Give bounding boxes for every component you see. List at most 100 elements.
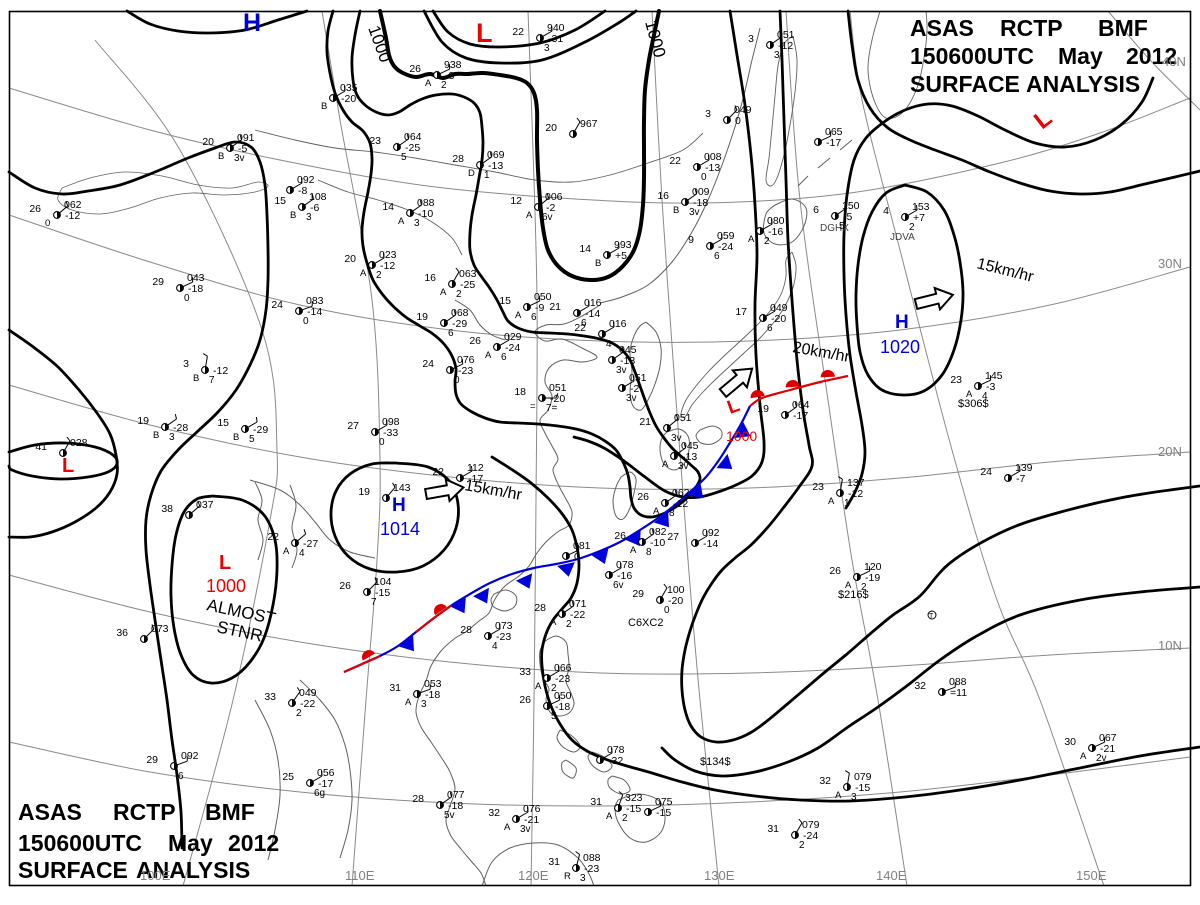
svg-text:26: 26 — [519, 694, 531, 706]
svg-text:-17: -17 — [793, 410, 808, 422]
svg-text:25: 25 — [282, 771, 294, 783]
svg-text:+7: +7 — [913, 212, 925, 224]
svg-text:016: 016 — [609, 318, 627, 330]
svg-text:-7: -7 — [1016, 473, 1025, 485]
svg-text:L: L — [476, 18, 493, 48]
svg-text:8: 8 — [669, 508, 675, 519]
svg-text:2012: 2012 — [228, 830, 279, 856]
svg-text:SURFACE: SURFACE — [18, 857, 128, 883]
svg-text:JDVA: JDVA — [890, 232, 915, 243]
svg-text:-12: -12 — [65, 210, 80, 222]
svg-text:A: A — [504, 822, 511, 833]
svg-text:A: A — [1080, 751, 1087, 762]
svg-text:-15: -15 — [855, 782, 870, 794]
svg-text:A: A — [535, 681, 542, 692]
svg-text:130E: 130E — [704, 868, 735, 883]
svg-text:33: 33 — [519, 666, 531, 678]
svg-text:20: 20 — [545, 122, 557, 134]
svg-text:ASAS: ASAS — [18, 799, 82, 825]
svg-text:6v: 6v — [542, 212, 553, 223]
svg-text:3: 3 — [421, 699, 427, 710]
svg-text:20: 20 — [344, 253, 356, 265]
svg-text:$134$: $134$ — [700, 756, 731, 768]
svg-text:-32: -32 — [608, 755, 623, 767]
svg-text:24: 24 — [980, 466, 992, 478]
svg-text:967: 967 — [580, 118, 598, 130]
svg-text:0: 0 — [664, 605, 670, 616]
svg-text:2: 2 — [909, 222, 915, 233]
svg-text:2: 2 — [764, 236, 770, 247]
svg-text:31: 31 — [767, 823, 779, 835]
svg-text:2: 2 — [622, 813, 628, 824]
svg-text:-15: -15 — [375, 587, 390, 599]
svg-text:27: 27 — [667, 531, 679, 543]
svg-text:26: 26 — [409, 63, 421, 75]
svg-text:22: 22 — [574, 322, 586, 334]
svg-text:38: 38 — [161, 503, 173, 515]
svg-text:B: B — [595, 258, 601, 269]
svg-text:6: 6 — [813, 204, 819, 216]
svg-text:BMF: BMF — [205, 799, 255, 825]
svg-text:A: A — [550, 617, 557, 628]
svg-text:-14: -14 — [703, 538, 718, 550]
svg-text:May: May — [1058, 43, 1103, 69]
svg-text:2v: 2v — [1096, 753, 1107, 764]
svg-text:H: H — [243, 9, 261, 37]
svg-text:29: 29 — [152, 276, 164, 288]
svg-text:5: 5 — [401, 152, 407, 163]
svg-text:2: 2 — [376, 270, 382, 281]
svg-text:=11: =11 — [950, 687, 967, 699]
svg-text:32: 32 — [914, 680, 926, 692]
svg-text:-15: -15 — [626, 803, 641, 815]
svg-text:3: 3 — [544, 43, 550, 54]
svg-text:SURFACE: SURFACE — [910, 71, 1020, 97]
svg-text:3v: 3v — [616, 365, 627, 376]
svg-text:3: 3 — [774, 50, 780, 61]
svg-text:100E: 100E — [140, 868, 171, 883]
svg-text:D: D — [468, 168, 475, 179]
svg-text:5: 5 — [551, 711, 557, 722]
svg-text:-24: -24 — [505, 342, 520, 354]
svg-text:0: 0 — [454, 375, 460, 386]
svg-text:16: 16 — [424, 272, 436, 284]
svg-text:26: 26 — [339, 580, 351, 592]
svg-text:B: B — [218, 151, 224, 162]
svg-text:19: 19 — [137, 415, 149, 427]
svg-text:28: 28 — [412, 793, 424, 805]
svg-text:037: 037 — [196, 499, 214, 511]
svg-text:2: 2 — [799, 840, 805, 851]
svg-text:4: 4 — [299, 548, 305, 559]
svg-text:15: 15 — [217, 417, 229, 429]
svg-text:-13: -13 — [488, 160, 503, 172]
svg-text:23: 23 — [812, 481, 824, 493]
svg-text:A: A — [440, 287, 447, 298]
svg-text:-14: -14 — [585, 308, 600, 320]
svg-text:B: B — [153, 430, 159, 441]
svg-text:22: 22 — [669, 155, 681, 167]
svg-text:4: 4 — [606, 339, 612, 350]
svg-text:10N: 10N — [1158, 638, 1182, 653]
svg-text:-18: -18 — [555, 701, 570, 713]
svg-text:ANALYSIS: ANALYSIS — [1026, 71, 1140, 97]
svg-text:A: A — [653, 506, 660, 517]
svg-text:30: 30 — [1064, 736, 1076, 748]
svg-text:May: May — [168, 830, 213, 856]
svg-text:6: 6 — [178, 771, 184, 782]
svg-text:H: H — [895, 312, 909, 333]
svg-text:-20: -20 — [771, 313, 786, 325]
svg-text:18: 18 — [514, 386, 526, 398]
svg-text:14: 14 — [382, 201, 394, 213]
svg-text:15: 15 — [274, 195, 286, 207]
svg-text:5: 5 — [839, 221, 845, 232]
svg-text:120E: 120E — [518, 868, 549, 883]
svg-text:-18: -18 — [188, 283, 203, 295]
svg-text:8: 8 — [646, 547, 652, 558]
svg-text:-17: -17 — [468, 473, 483, 485]
svg-text:A: A — [405, 697, 412, 708]
svg-text:0: 0 — [45, 218, 50, 229]
svg-text:28: 28 — [534, 602, 546, 614]
svg-text:7: 7 — [209, 375, 215, 386]
svg-text:-12: -12 — [673, 498, 688, 510]
svg-text:-20: -20 — [668, 595, 683, 607]
svg-text:ASAS: ASAS — [910, 15, 974, 41]
